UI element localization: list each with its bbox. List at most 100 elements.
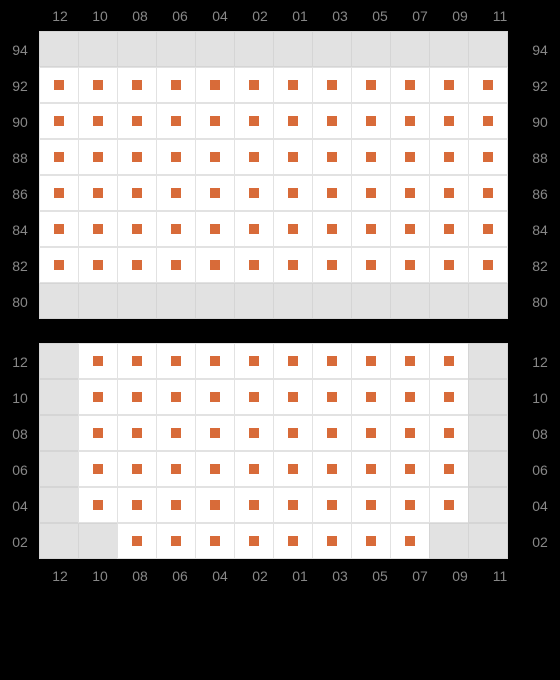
seat-cell[interactable] xyxy=(312,523,352,559)
seat-cell[interactable] xyxy=(351,379,391,415)
seat-cell[interactable] xyxy=(312,487,352,523)
seat-cell[interactable] xyxy=(156,67,196,103)
seat-cell[interactable] xyxy=(156,523,196,559)
seat-cell[interactable] xyxy=(429,139,469,175)
seat-cell[interactable] xyxy=(312,211,352,247)
seat-cell[interactable] xyxy=(429,247,469,283)
seat-cell[interactable] xyxy=(273,379,313,415)
seat-cell[interactable] xyxy=(156,415,196,451)
seat-cell[interactable] xyxy=(117,175,157,211)
seat-cell[interactable] xyxy=(312,175,352,211)
seat-cell[interactable] xyxy=(78,379,118,415)
seat-cell[interactable] xyxy=(390,523,430,559)
seat-cell[interactable] xyxy=(351,415,391,451)
seat-cell[interactable] xyxy=(117,523,157,559)
seat-cell[interactable] xyxy=(234,67,274,103)
seat-cell[interactable] xyxy=(351,211,391,247)
seat-cell[interactable] xyxy=(234,247,274,283)
seat-cell[interactable] xyxy=(312,139,352,175)
seat-cell[interactable] xyxy=(117,103,157,139)
seat-cell[interactable] xyxy=(78,487,118,523)
seat-cell[interactable] xyxy=(351,247,391,283)
seat-cell[interactable] xyxy=(273,415,313,451)
seat-cell[interactable] xyxy=(234,343,274,379)
seat-cell[interactable] xyxy=(39,67,79,103)
seat-cell[interactable] xyxy=(195,451,235,487)
seat-cell[interactable] xyxy=(234,103,274,139)
seat-cell[interactable] xyxy=(312,247,352,283)
seat-cell[interactable] xyxy=(429,343,469,379)
seat-cell[interactable] xyxy=(195,139,235,175)
seat-cell[interactable] xyxy=(312,451,352,487)
seat-cell[interactable] xyxy=(390,175,430,211)
seat-cell[interactable] xyxy=(234,451,274,487)
seat-cell[interactable] xyxy=(390,487,430,523)
seat-cell[interactable] xyxy=(234,139,274,175)
seat-cell[interactable] xyxy=(312,415,352,451)
seat-cell[interactable] xyxy=(195,247,235,283)
seat-cell[interactable] xyxy=(468,211,508,247)
seat-cell[interactable] xyxy=(117,415,157,451)
seat-cell[interactable] xyxy=(273,247,313,283)
seat-cell[interactable] xyxy=(117,139,157,175)
seat-cell[interactable] xyxy=(273,139,313,175)
seat-cell[interactable] xyxy=(234,211,274,247)
seat-cell[interactable] xyxy=(312,103,352,139)
seat-cell[interactable] xyxy=(117,247,157,283)
seat-cell[interactable] xyxy=(234,415,274,451)
seat-cell[interactable] xyxy=(312,343,352,379)
seat-cell[interactable] xyxy=(273,487,313,523)
seat-cell[interactable] xyxy=(78,103,118,139)
seat-cell[interactable] xyxy=(351,343,391,379)
seat-cell[interactable] xyxy=(429,451,469,487)
seat-cell[interactable] xyxy=(156,343,196,379)
seat-cell[interactable] xyxy=(39,211,79,247)
seat-cell[interactable] xyxy=(468,247,508,283)
seat-cell[interactable] xyxy=(195,523,235,559)
seat-cell[interactable] xyxy=(273,451,313,487)
seat-cell[interactable] xyxy=(195,175,235,211)
seat-cell[interactable] xyxy=(468,67,508,103)
seat-cell[interactable] xyxy=(390,415,430,451)
seat-cell[interactable] xyxy=(195,103,235,139)
seat-cell[interactable] xyxy=(273,343,313,379)
seat-cell[interactable] xyxy=(273,211,313,247)
seat-cell[interactable] xyxy=(195,379,235,415)
seat-cell[interactable] xyxy=(429,103,469,139)
seat-cell[interactable] xyxy=(273,67,313,103)
seat-cell[interactable] xyxy=(78,451,118,487)
seat-cell[interactable] xyxy=(351,523,391,559)
seat-cell[interactable] xyxy=(429,487,469,523)
seat-cell[interactable] xyxy=(156,211,196,247)
seat-cell[interactable] xyxy=(273,523,313,559)
seat-cell[interactable] xyxy=(351,103,391,139)
seat-cell[interactable] xyxy=(390,211,430,247)
seat-cell[interactable] xyxy=(390,103,430,139)
seat-cell[interactable] xyxy=(351,451,391,487)
seat-cell[interactable] xyxy=(390,343,430,379)
seat-cell[interactable] xyxy=(351,139,391,175)
seat-cell[interactable] xyxy=(78,247,118,283)
seat-cell[interactable] xyxy=(195,67,235,103)
seat-cell[interactable] xyxy=(156,487,196,523)
seat-cell[interactable] xyxy=(195,211,235,247)
seat-cell[interactable] xyxy=(429,67,469,103)
seat-cell[interactable] xyxy=(39,247,79,283)
seat-cell[interactable] xyxy=(273,103,313,139)
seat-cell[interactable] xyxy=(312,67,352,103)
seat-cell[interactable] xyxy=(156,139,196,175)
seat-cell[interactable] xyxy=(156,103,196,139)
seat-cell[interactable] xyxy=(429,415,469,451)
seat-cell[interactable] xyxy=(390,379,430,415)
seat-cell[interactable] xyxy=(39,139,79,175)
seat-cell[interactable] xyxy=(468,175,508,211)
seat-cell[interactable] xyxy=(78,415,118,451)
seat-cell[interactable] xyxy=(234,487,274,523)
seat-cell[interactable] xyxy=(195,487,235,523)
seat-cell[interactable] xyxy=(117,379,157,415)
seat-cell[interactable] xyxy=(468,103,508,139)
seat-cell[interactable] xyxy=(429,211,469,247)
seat-cell[interactable] xyxy=(390,67,430,103)
seat-cell[interactable] xyxy=(351,175,391,211)
seat-cell[interactable] xyxy=(156,175,196,211)
